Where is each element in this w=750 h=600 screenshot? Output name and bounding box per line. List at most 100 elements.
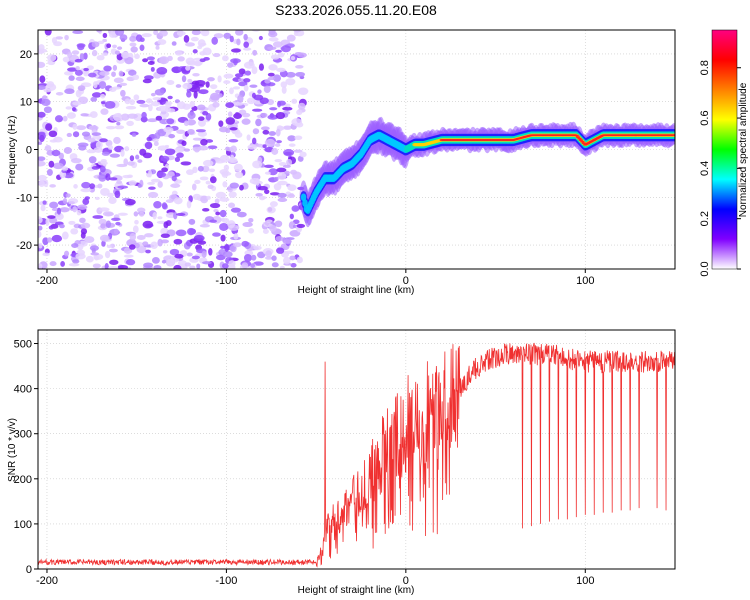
noise-blob — [117, 185, 129, 189]
noise-blob — [126, 120, 134, 127]
noise-blob — [49, 184, 56, 188]
noise-blob — [215, 211, 221, 216]
noise-blob — [228, 191, 237, 198]
noise-blob — [142, 152, 153, 159]
noise-blob — [199, 223, 210, 228]
noise-blob — [283, 149, 295, 157]
noise-blob — [280, 81, 288, 88]
noise-blob — [274, 220, 283, 228]
noise-blob — [189, 265, 196, 269]
noise-blob — [38, 230, 42, 238]
noise-blob — [174, 156, 181, 163]
noise-blob — [75, 76, 85, 82]
noise-blob — [207, 77, 215, 82]
noise-blob — [67, 67, 78, 72]
noise-blob — [273, 74, 282, 82]
noise-blob — [275, 111, 286, 120]
noise-blob — [201, 165, 210, 173]
noise-blob — [89, 245, 99, 252]
noise-blob — [146, 136, 152, 142]
noise-blob — [268, 37, 279, 42]
noise-blob — [121, 51, 130, 59]
noise-blob — [152, 138, 159, 143]
noise-blob — [171, 41, 177, 46]
noise-blob — [275, 236, 284, 242]
noise-blob — [202, 159, 214, 167]
noise-blob — [202, 261, 212, 265]
noise-blob — [218, 93, 223, 98]
noise-blob — [83, 67, 89, 72]
noise-blob — [132, 225, 139, 234]
noise-blob — [244, 70, 252, 76]
noise-blob — [104, 100, 116, 109]
noise-blob — [155, 115, 163, 121]
noise-blob — [59, 223, 65, 229]
noise-blob — [243, 253, 252, 262]
noise-blob — [296, 109, 303, 116]
noise-blob — [99, 165, 106, 173]
noise-blob — [268, 64, 278, 71]
noise-blob — [49, 139, 58, 143]
noise-blob — [100, 108, 109, 115]
noise-blob — [201, 250, 207, 258]
noise-blob — [166, 258, 175, 267]
noise-blob — [276, 140, 282, 144]
noise-blob — [124, 146, 130, 152]
noise-blob — [223, 80, 231, 85]
noise-blob — [74, 69, 83, 76]
noise-blob — [265, 138, 276, 147]
noise-blob — [293, 149, 303, 153]
noise-blob — [101, 151, 110, 156]
noise-blob — [125, 198, 136, 206]
noise-blob — [202, 208, 210, 212]
noise-blob — [116, 121, 121, 126]
noise-blob — [119, 34, 128, 41]
noise-blob — [282, 164, 291, 168]
noise-blob — [39, 75, 46, 83]
noise-blob — [87, 137, 96, 143]
noise-blob — [65, 106, 72, 110]
noise-blob — [203, 57, 210, 61]
noise-blob — [184, 262, 192, 267]
noise-blob — [255, 118, 262, 127]
noise-blob — [173, 147, 185, 153]
noise-blob — [91, 92, 102, 98]
noise-blob — [72, 123, 78, 130]
noise-blob — [212, 53, 221, 58]
noise-blob — [77, 85, 86, 92]
noise-blob — [193, 234, 205, 242]
noise-blob — [271, 262, 279, 268]
noise-blob — [225, 102, 235, 109]
noise-blob — [129, 35, 137, 42]
noise-blob — [68, 201, 75, 205]
noise-blob — [260, 126, 270, 131]
noise-blob — [100, 188, 110, 196]
noise-blob — [228, 157, 238, 163]
noise-blob — [80, 113, 89, 117]
noise-blob — [111, 71, 116, 77]
noise-blob — [151, 101, 161, 107]
noise-blob — [67, 51, 73, 59]
noise-blob — [101, 240, 106, 247]
noise-blob — [197, 165, 204, 172]
noise-blob — [100, 223, 106, 229]
snr-y-axis-label: SNR (10 * v/v) — [7, 418, 18, 482]
noise-blob — [219, 154, 230, 163]
noise-blob — [247, 144, 258, 150]
noise-blob — [191, 80, 200, 86]
noise-blob — [264, 171, 271, 175]
noise-blob — [207, 145, 218, 150]
noise-blob — [198, 89, 209, 95]
noise-blob — [38, 216, 43, 224]
noise-blob — [277, 100, 286, 106]
noise-blob — [147, 181, 156, 185]
track-peak — [672, 134, 675, 137]
noise-blob — [105, 125, 116, 130]
noise-blob — [98, 81, 107, 89]
noise-blob — [232, 86, 241, 90]
noise-blob — [137, 183, 142, 188]
noise-blob — [112, 44, 117, 49]
noise-blob — [217, 75, 222, 83]
noise-blob — [94, 196, 100, 200]
noise-blob — [250, 254, 257, 261]
